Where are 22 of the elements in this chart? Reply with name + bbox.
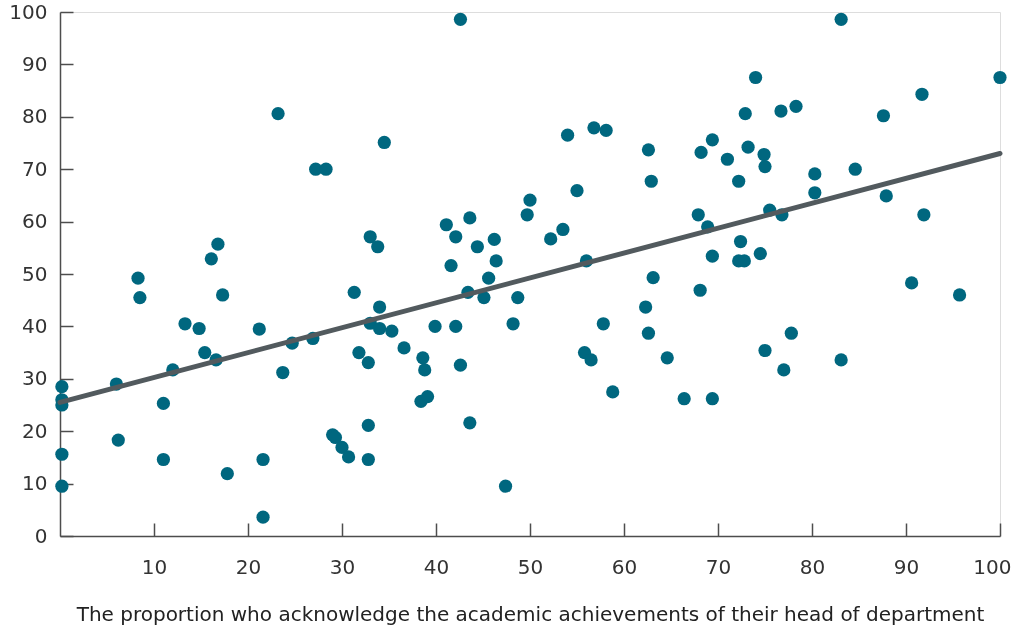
y-tick-label: 10	[22, 471, 48, 496]
y-tick-label: 100	[9, 0, 48, 24]
x-tick-label: 70	[705, 554, 732, 579]
x-tick-label: 80	[799, 554, 826, 579]
x-tick-label: 30	[329, 554, 356, 579]
x-tick-label: 10	[141, 554, 168, 579]
x-tick-label: 40	[423, 554, 450, 579]
x-tick-label: 100	[973, 554, 1012, 579]
y-tick-label: 0	[34, 523, 48, 548]
y-tick-label: 50	[22, 261, 48, 286]
y-tick-label: 20	[22, 418, 48, 443]
x-tick-label: 90	[893, 554, 920, 579]
y-tick-label: 80	[22, 104, 48, 129]
x-tick-label: 50	[517, 554, 544, 579]
y-tick-label: 90	[22, 51, 48, 76]
y-tick-label: 40	[22, 313, 48, 338]
x-tick-label: 60	[611, 554, 638, 579]
y-tick-label: 30	[22, 366, 48, 391]
y-tick-label: 70	[22, 156, 48, 181]
x-axis-title: The proportion who acknowledge the academic achievements of their head of department	[75, 601, 985, 626]
x-tick-label: 20	[235, 554, 262, 579]
y-tick-label: 60	[22, 209, 48, 234]
